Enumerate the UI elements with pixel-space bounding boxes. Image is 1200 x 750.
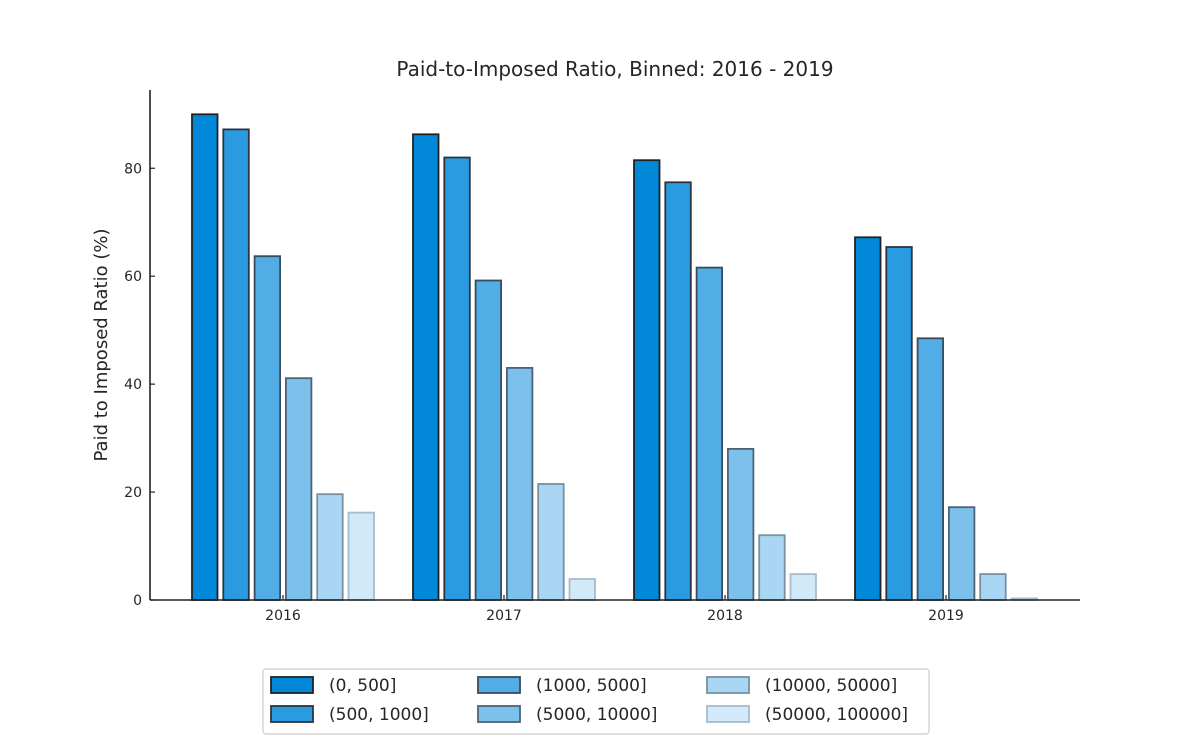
- bar-2018-series-0: [633, 159, 661, 601]
- bar-2018-series-5: [789, 573, 817, 601]
- bar-2019-series-2: [916, 337, 944, 601]
- bar-2017-series-3: [505, 366, 534, 601]
- legend-label: (1000, 5000]: [536, 676, 647, 696]
- x-tick-label: 2019: [928, 608, 964, 624]
- bar-2016-series-0: [191, 113, 219, 601]
- bar-2018-series-3: [727, 447, 755, 601]
- legend-frame: [262, 668, 930, 735]
- legend-swatch: [706, 676, 750, 694]
- legend-label: (0, 500]: [329, 676, 396, 696]
- bar-2017-series-1: [443, 156, 471, 601]
- x-tick-label: 2018: [707, 608, 743, 624]
- legend-label: (50000, 100000]: [765, 705, 908, 725]
- bar-2016-series-3: [284, 377, 313, 601]
- legend-swatch: [477, 676, 521, 694]
- legend-swatch: [477, 705, 521, 723]
- bar-2016-series-4: [316, 493, 344, 601]
- bar-2016-series-5: [347, 511, 375, 601]
- legend-label: (5000, 10000]: [536, 705, 657, 725]
- bar-2016-series-1: [222, 128, 250, 601]
- bar-2018-series-2: [695, 266, 723, 601]
- bar-2016-series-2: [253, 255, 282, 601]
- bar-2019-series-4: [979, 573, 1007, 601]
- legend-swatch: [270, 705, 314, 723]
- y-tick-label: 80: [124, 161, 142, 177]
- x-tick-label: 2017: [486, 608, 522, 624]
- legend-swatch: [270, 676, 314, 694]
- y-tick-label: 0: [133, 593, 142, 609]
- bar-2017-series-4: [537, 483, 565, 601]
- y-axis-label: Paid to Imposed Ratio (%): [91, 229, 112, 462]
- y-tick-label: 20: [124, 485, 142, 501]
- legend-swatch: [706, 705, 750, 723]
- legend-label: (500, 1000]: [329, 705, 429, 725]
- bar-2018-series-4: [758, 534, 786, 601]
- bar-2018-series-1: [664, 181, 692, 601]
- bar-2019-series-0: [854, 236, 882, 601]
- bar-2019-series-3: [948, 506, 976, 601]
- chart-title: Paid-to-Imposed Ratio, Binned: 2016 - 20…: [396, 57, 833, 81]
- bars-group: [191, 113, 1038, 601]
- bar-2019-series-1: [885, 246, 913, 601]
- legend: (0, 500] (500, 1000] (1000, 5000] (5000, 10…: [262, 668, 930, 735]
- bar-2017-series-2: [474, 279, 503, 601]
- y-tick-label: 60: [124, 269, 142, 285]
- axes-group: 0 20 40 60 80 2016 2017 2018 2019: [124, 90, 1080, 624]
- y-tick-label: 40: [124, 377, 142, 393]
- x-tick-label: 2016: [265, 608, 301, 624]
- bar-2017-series-0: [412, 133, 440, 601]
- bar-2017-series-5: [568, 578, 596, 601]
- legend-label: (10000, 50000]: [765, 676, 897, 696]
